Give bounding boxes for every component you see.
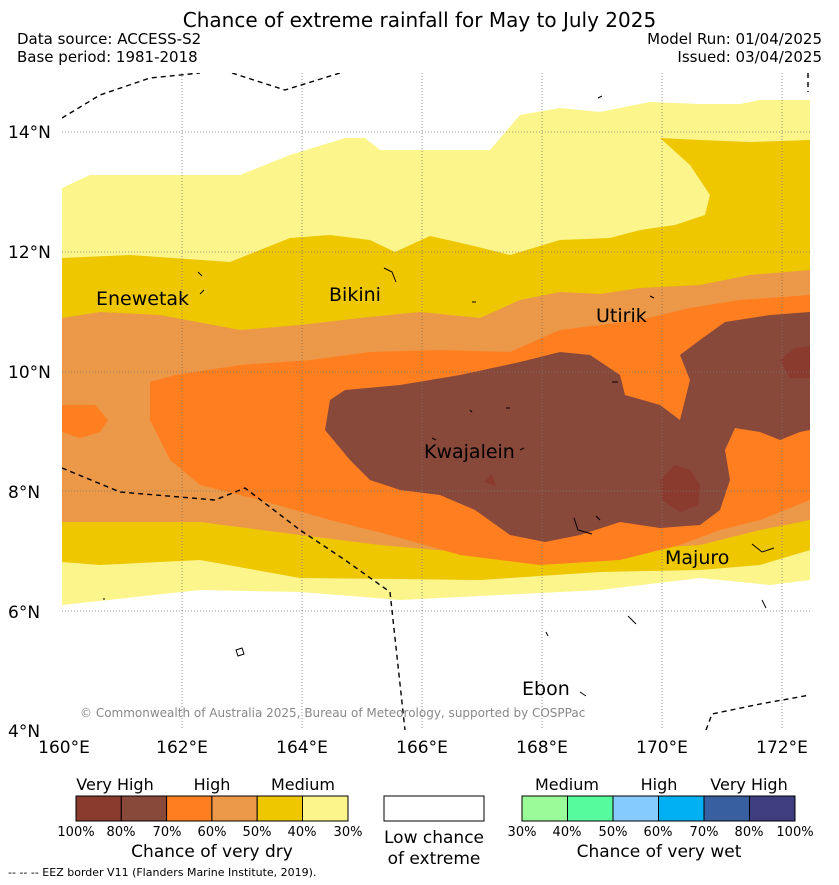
legend-wet: Medium High Very High 30% 40% 50% 60% 70… [508, 775, 814, 862]
lon-tick: 170°E [636, 738, 688, 758]
legend-wet-category: Medium [535, 775, 599, 794]
zone-dry-80-100-b [780, 346, 810, 378]
lon-tick: 168°E [516, 738, 568, 758]
legend-wet-swatch [658, 795, 705, 822]
legend-dry-tick: 80% [107, 825, 136, 840]
legend-wet-category: Very High [710, 775, 787, 794]
legend-dry-tick: 50% [243, 825, 272, 840]
legend-dry-tick: 100% [57, 825, 94, 840]
legend-wet-swatch [612, 795, 659, 822]
eez-border [62, 73, 810, 730]
legend-dry: Very High High Medium 100% 80% 70% 60% 5… [57, 775, 362, 862]
legend-low-line2: of extreme [388, 849, 481, 869]
legend-wet-tick: 50% [599, 825, 628, 840]
place-label-bikini: Bikini [329, 284, 381, 306]
place-label-utirik: Utirik [596, 305, 647, 327]
place-label-kwajalein: Kwajalein [424, 441, 515, 463]
islands [103, 95, 775, 697]
legend-wet-tick: 80% [735, 825, 764, 840]
legend-wet-tick: 70% [690, 825, 719, 840]
legend-wet-tick: 60% [644, 825, 673, 840]
lon-tick: 164°E [276, 738, 328, 758]
lat-tick: 12°N [8, 243, 51, 263]
page-title: Chance of extreme rainfall for May to Ju… [182, 8, 657, 32]
legend-dry-swatch [256, 795, 304, 822]
base-period: Base period: 1981-2018 [17, 48, 198, 66]
legend-dry-tick: 40% [288, 825, 317, 840]
zone-dry-60-70-west [62, 405, 108, 438]
legend-dry-category: Medium [271, 775, 335, 794]
legend-low-swatch [383, 795, 485, 822]
legend-dry-title: Chance of very dry [131, 842, 293, 862]
legend-wet-swatch [521, 795, 568, 822]
copyright-text: © Commonwealth of Australia 2025, Bureau… [80, 706, 585, 720]
legend-wet-swatch [703, 795, 750, 822]
zone-dry-80-100-a [660, 465, 700, 512]
legend-wet-swatch [749, 795, 796, 822]
lat-ticks: 14°N 12°N 10°N 8°N 6°N 4°N [8, 123, 51, 742]
issued-date: Issued: 03/04/2025 [677, 48, 822, 66]
legend-wet-tick: 30% [508, 825, 537, 840]
lon-tick: 160°E [38, 738, 90, 758]
lat-tick: 10°N [8, 363, 51, 383]
lat-tick: 14°N [8, 123, 51, 143]
place-label-majuro: Majuro [665, 547, 729, 569]
legend-dry-swatch [120, 795, 168, 822]
legend-dry-tick: 30% [334, 825, 363, 840]
place-label-enewetak: Enewetak [96, 288, 189, 310]
legend-dry-swatch [211, 795, 258, 822]
legend-wet-swatch [567, 795, 614, 822]
legend-dry-tick: 60% [198, 825, 227, 840]
legend-wet-tick: 100% [776, 825, 813, 840]
legend-wet-category: High [641, 775, 678, 794]
lon-tick: 162°E [156, 738, 208, 758]
map-contours [62, 73, 810, 730]
legend-dry-swatch [302, 795, 349, 822]
lon-tick: 166°E [396, 738, 448, 758]
legend-wet-tick: 40% [553, 825, 582, 840]
lat-tick: 4°N [8, 722, 40, 742]
legend-low: Low chance of extreme [383, 795, 485, 869]
zone-dry-30-40-patch [580, 213, 598, 226]
legend-wet-title: Chance of very wet [577, 842, 742, 862]
legend-dry-swatch [166, 795, 213, 822]
legend-dry-category: High [194, 775, 231, 794]
legend-dry-tick: 70% [153, 825, 182, 840]
data-source: Data source: ACCESS-S2 [17, 30, 202, 48]
footer-eez-note: -- -- -- EEZ border V11 (Flanders Marine… [8, 866, 317, 879]
legend-low-line1: Low chance [384, 828, 484, 848]
lon-ticks: 160°E 162°E 164°E 166°E 168°E 170°E 172°… [38, 738, 808, 758]
zone-dry-80-100-c [484, 474, 496, 486]
legend-dry-category: Very High [76, 775, 153, 794]
lon-tick: 172°E [756, 738, 808, 758]
place-labels: Enewetak Bikini Utirik Kwajalein Majuro … [96, 284, 729, 700]
legend-dry-swatch [75, 795, 122, 822]
lat-tick: 6°N [8, 603, 40, 623]
place-label-ebon: Ebon [522, 678, 570, 700]
lat-tick: 8°N [8, 483, 40, 503]
model-run: Model Run: 01/04/2025 [647, 30, 822, 48]
